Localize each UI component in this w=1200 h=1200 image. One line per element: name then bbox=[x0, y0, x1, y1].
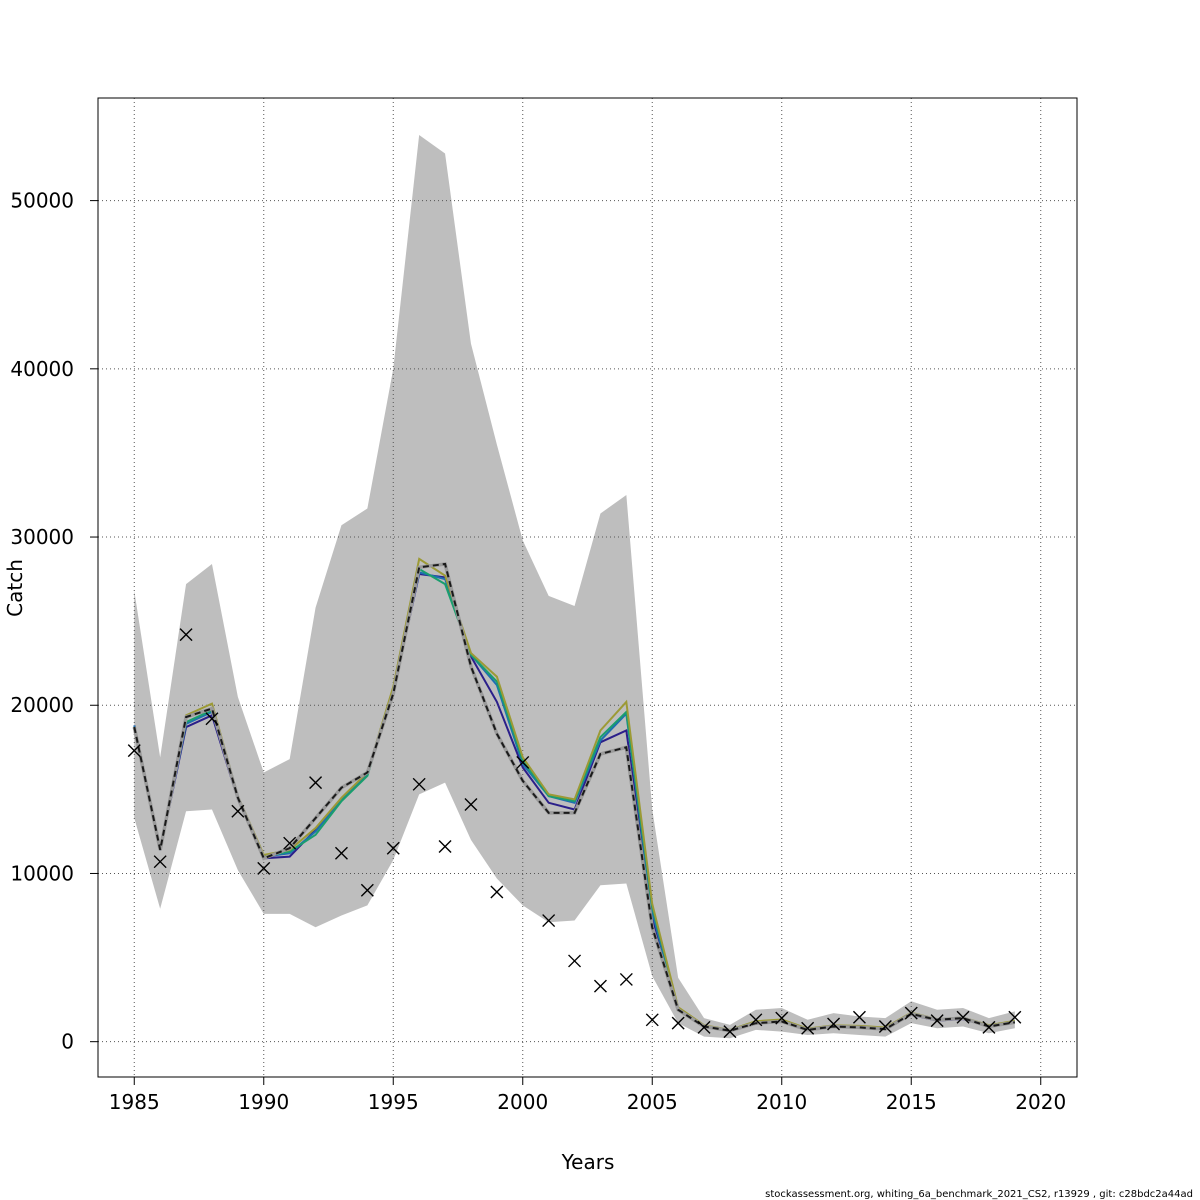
observation-point bbox=[179, 628, 193, 642]
observation-stroke bbox=[775, 1011, 789, 1025]
observation-point bbox=[542, 914, 556, 928]
y-tick-label: 30000 bbox=[10, 525, 74, 549]
observation-point bbox=[386, 841, 400, 855]
observation-point bbox=[593, 979, 607, 993]
observation-stroke bbox=[516, 755, 530, 769]
x-tick-label: 1990 bbox=[238, 1090, 289, 1114]
y-tick-label: 0 bbox=[61, 1030, 74, 1054]
x-tick-label: 1985 bbox=[109, 1090, 160, 1114]
series-line-4 bbox=[133, 562, 1015, 1032]
observation-stroke bbox=[671, 1016, 685, 1030]
observation-stroke bbox=[412, 777, 426, 791]
observation-stroke bbox=[982, 1020, 996, 1034]
observation-stroke bbox=[205, 712, 219, 726]
observation-point bbox=[464, 797, 478, 811]
observation-stroke bbox=[386, 841, 400, 855]
observation-stroke bbox=[231, 804, 245, 818]
observation-point bbox=[982, 1020, 996, 1034]
observation-point bbox=[334, 846, 348, 860]
observation-stroke bbox=[930, 1014, 944, 1028]
x-tick-label: 2020 bbox=[1015, 1090, 1066, 1114]
x-tick-label: 2010 bbox=[756, 1090, 807, 1114]
observation-point bbox=[568, 954, 582, 968]
observation-stroke bbox=[542, 914, 556, 928]
observation-point bbox=[956, 1010, 970, 1024]
observation-stroke bbox=[334, 846, 348, 860]
y-axis-title: Catch bbox=[3, 559, 27, 617]
footer-note: stockassessment.org, whiting_6a_benchmar… bbox=[765, 1189, 1193, 1200]
plot-area bbox=[98, 98, 1077, 1077]
observation-point bbox=[257, 861, 271, 875]
observation-point bbox=[360, 883, 374, 897]
observation-point bbox=[801, 1021, 815, 1035]
x-tick-label: 1995 bbox=[368, 1090, 419, 1114]
observation-point bbox=[827, 1017, 841, 1031]
observation-stroke bbox=[697, 1020, 711, 1034]
observation-point bbox=[205, 712, 219, 726]
observation-stroke bbox=[749, 1013, 763, 1027]
observation-stroke bbox=[801, 1021, 815, 1035]
observation-point bbox=[412, 777, 426, 791]
observation-stroke bbox=[568, 954, 582, 968]
observation-point bbox=[904, 1006, 918, 1020]
x-tick-label: 2005 bbox=[627, 1090, 678, 1114]
observation-stroke bbox=[438, 840, 452, 854]
observation-point bbox=[878, 1020, 892, 1034]
y-tick-label: 40000 bbox=[10, 357, 74, 381]
x-tick-label: 2000 bbox=[497, 1090, 548, 1114]
observation-stroke bbox=[956, 1010, 970, 1024]
x-axis-title: Years bbox=[561, 1150, 615, 1174]
observation-point bbox=[309, 776, 323, 790]
observation-point bbox=[490, 885, 504, 899]
observation-stroke bbox=[283, 836, 297, 850]
observation-point bbox=[516, 755, 530, 769]
observation-stroke bbox=[360, 883, 374, 897]
observation-point bbox=[930, 1014, 944, 1028]
observation-point bbox=[231, 804, 245, 818]
observation-point bbox=[619, 972, 633, 986]
observation-stroke bbox=[490, 885, 504, 899]
observation-point bbox=[775, 1011, 789, 1025]
observation-stroke bbox=[878, 1020, 892, 1034]
y-tick-label: 20000 bbox=[10, 693, 74, 717]
observation-point bbox=[749, 1013, 763, 1027]
observation-stroke bbox=[645, 1013, 659, 1027]
observation-point bbox=[645, 1013, 659, 1027]
axis-ticks: 1985 1990 1995 2000 2005 2010 2015 2020 0 10000 20… bbox=[10, 189, 1066, 1114]
confidence-band bbox=[134, 135, 1015, 1039]
observation-stroke bbox=[1008, 1010, 1022, 1024]
observation-stroke bbox=[827, 1017, 841, 1031]
observation-point bbox=[283, 836, 297, 850]
x-tick-label: 2015 bbox=[886, 1090, 937, 1114]
observation-stroke bbox=[619, 972, 633, 986]
observation-point bbox=[127, 744, 141, 758]
observation-point bbox=[153, 855, 167, 869]
observation-stroke bbox=[127, 744, 141, 758]
y-tick-label: 10000 bbox=[10, 861, 74, 885]
observation-stroke bbox=[464, 797, 478, 811]
observation-stroke bbox=[257, 861, 271, 875]
observation-point bbox=[1008, 1010, 1022, 1024]
observation-stroke bbox=[309, 776, 323, 790]
y-tick-label: 50000 bbox=[10, 189, 74, 213]
plot-frame bbox=[97, 97, 1078, 1078]
observation-stroke bbox=[852, 1010, 866, 1024]
observation-point bbox=[723, 1025, 737, 1039]
observation-stroke bbox=[593, 979, 607, 993]
observation-stroke bbox=[904, 1006, 918, 1020]
observation-point bbox=[671, 1016, 685, 1030]
observation-stroke bbox=[153, 855, 167, 869]
observation-point bbox=[438, 840, 452, 854]
observation-point bbox=[697, 1020, 711, 1034]
observation-point bbox=[852, 1010, 866, 1024]
observation-stroke bbox=[723, 1025, 737, 1039]
observation-stroke bbox=[179, 628, 193, 642]
